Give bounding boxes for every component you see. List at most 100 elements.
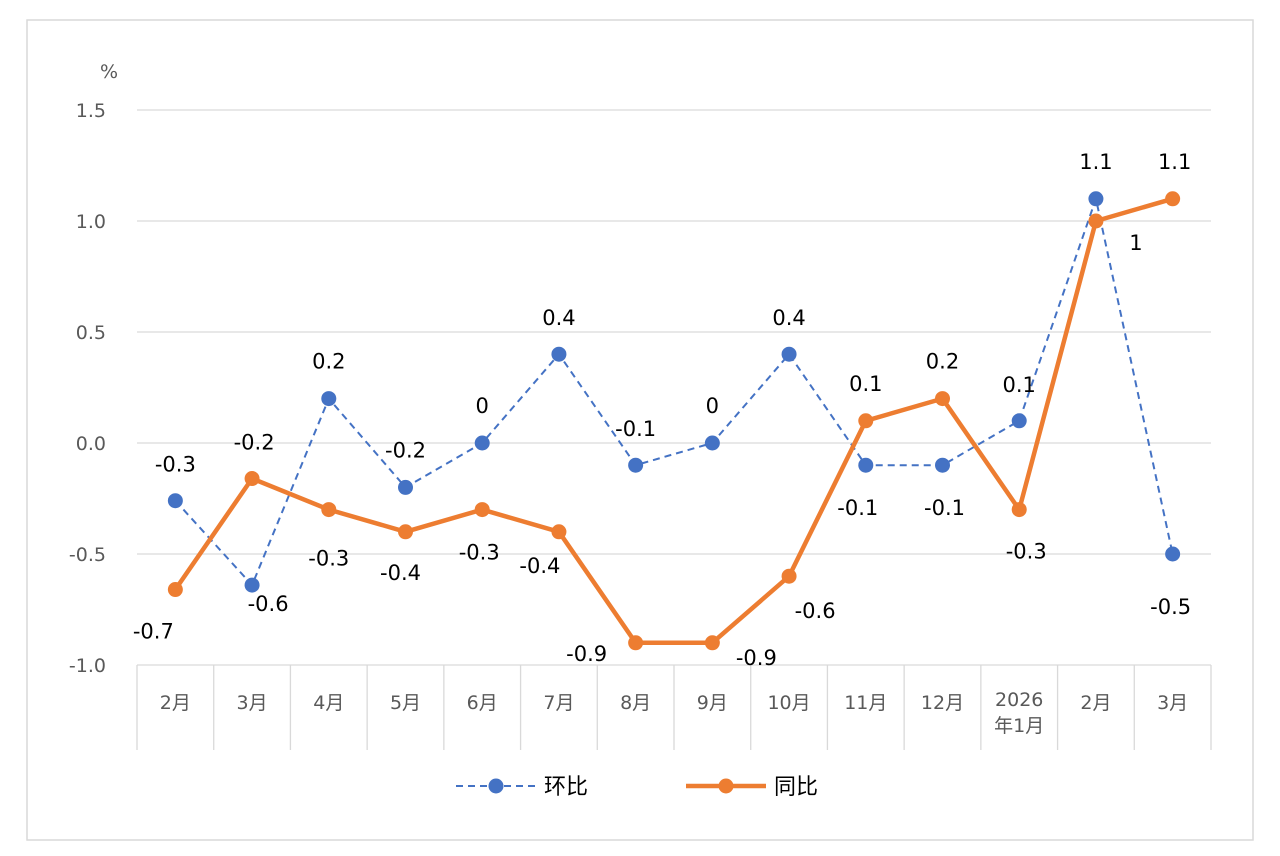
data-point: [628, 457, 644, 473]
data-label: 0: [706, 394, 719, 418]
data-label: -0.9: [736, 646, 777, 670]
data-point: [167, 582, 183, 598]
series-line-tongbi: [173, 196, 1174, 646]
data-point: [704, 435, 720, 451]
y-tick-label: 0.5: [76, 322, 106, 344]
data-label: -0.1: [837, 496, 878, 520]
data-point: [321, 502, 337, 518]
data-label: 1: [1129, 231, 1142, 255]
y-tick-label: -0.5: [69, 544, 106, 566]
x-tick-label-line: 3月: [1157, 692, 1188, 714]
data-point: [858, 413, 874, 429]
x-tick-label-line: 2月: [1080, 692, 1111, 714]
data-label: -0.6: [248, 592, 289, 616]
data-label: 0.2: [926, 350, 959, 374]
x-tick-label-line: 5月: [390, 692, 421, 714]
y-axis: 1.5 1.0 0.5 0.0 -0.5 -1.0: [69, 100, 106, 677]
x-tick-label-line: 2026: [995, 689, 1043, 711]
data-point: [551, 524, 567, 540]
data-label: -0.2: [234, 431, 275, 455]
data-label: 0: [476, 394, 489, 418]
data-point: [781, 346, 797, 362]
y-tick-label: 1.0: [76, 211, 106, 233]
x-tick-label-line: 8月: [620, 692, 651, 714]
data-label: -0.6: [795, 599, 836, 623]
data-point: [1165, 191, 1181, 207]
series-group: [167, 191, 1181, 651]
data-point: [858, 457, 874, 473]
chart-frame: [26, 19, 1254, 841]
data-label: -0.3: [155, 453, 196, 477]
x-tick-label-line: 6月: [467, 692, 498, 714]
x-tick-label-line: 12月: [921, 692, 964, 714]
data-point: [1088, 213, 1104, 229]
data-label: -0.5: [1150, 595, 1191, 619]
data-point: [474, 502, 490, 518]
x-tick-label-line: 2月: [160, 692, 191, 714]
x-tick-label: 7月: [543, 692, 574, 714]
data-label: 0.2: [312, 350, 345, 374]
x-tick-label: 5月: [390, 692, 421, 714]
data-label: -0.7: [133, 620, 174, 644]
x-tick-label: 3月: [237, 692, 268, 714]
data-point: [167, 493, 183, 509]
data-label: -0.3: [308, 547, 349, 571]
x-tick-label-line: 3月: [237, 692, 268, 714]
data-label: -0.3: [459, 541, 500, 565]
y-axis-unit-label: %: [100, 61, 118, 83]
data-labels: -0.3 -0.6 0.2 -0.2 0 0.4 -0.1 0 0.4 -0.1 -0.1 0.1 1.…: [133, 150, 1191, 670]
data-point: [781, 568, 797, 584]
x-tick-label: 11月: [844, 692, 887, 714]
data-label: 1.1: [1079, 150, 1112, 174]
x-tick-label: 8月: [620, 692, 651, 714]
legend-label: 环比: [544, 775, 588, 800]
data-label: 0.1: [849, 372, 882, 396]
legend-marker: [488, 778, 504, 794]
x-tick-label: 4月: [313, 692, 344, 714]
x-tick-label-line: 10月: [767, 692, 810, 714]
data-label: -0.9: [566, 642, 607, 666]
data-point: [1088, 191, 1104, 207]
x-tick-label-line: 7月: [543, 692, 574, 714]
legend-marker: [718, 778, 734, 794]
data-point: [704, 635, 720, 651]
x-tick-label-line: 9月: [697, 692, 728, 714]
x-axis: 2月 3月 4月 5月 6月 7月 8月 9月 10月 11月 12月 2026 年1月 2月 3月: [136, 665, 1212, 750]
data-label: 0.4: [542, 306, 575, 330]
data-point: [398, 479, 413, 495]
data-point: [935, 391, 950, 407]
x-tick-label-line: 年1月: [994, 715, 1044, 737]
data-point: [1011, 502, 1027, 518]
x-tick-label: 2026 年1月: [994, 689, 1044, 737]
data-label: -0.3: [1006, 540, 1047, 564]
data-label: -0.1: [924, 496, 965, 520]
data-label: 0.1: [1003, 373, 1036, 397]
data-point: [628, 635, 644, 651]
y-tick-label: 1.5: [76, 100, 106, 122]
x-tick-label: 6月: [467, 692, 498, 714]
data-point: [244, 577, 260, 593]
y-tick-label: -1.0: [69, 655, 106, 677]
x-tick-label: 2月: [1080, 692, 1111, 714]
data-label: 0.4: [772, 306, 805, 330]
data-point: [321, 391, 337, 407]
x-tick-label-line: 4月: [313, 692, 344, 714]
data-label: 1.1: [1158, 150, 1191, 174]
data-point: [244, 471, 260, 487]
legend: 环比 同比: [456, 775, 818, 800]
data-label: -0.1: [615, 417, 656, 441]
data-point: [1165, 546, 1181, 562]
data-label: -0.4: [519, 554, 560, 578]
data-label: -0.4: [380, 561, 421, 585]
x-tick-label: 12月: [921, 692, 964, 714]
data-point: [1011, 413, 1027, 429]
x-tick-label-line: 11月: [844, 692, 887, 714]
data-label: -0.2: [385, 438, 426, 462]
data-point: [474, 435, 490, 451]
data-point: [935, 457, 950, 473]
x-tick-label: 9月: [697, 692, 728, 714]
x-tick-label: 3月: [1157, 692, 1188, 714]
x-tick-label: 10月: [767, 692, 810, 714]
data-point: [551, 346, 567, 362]
